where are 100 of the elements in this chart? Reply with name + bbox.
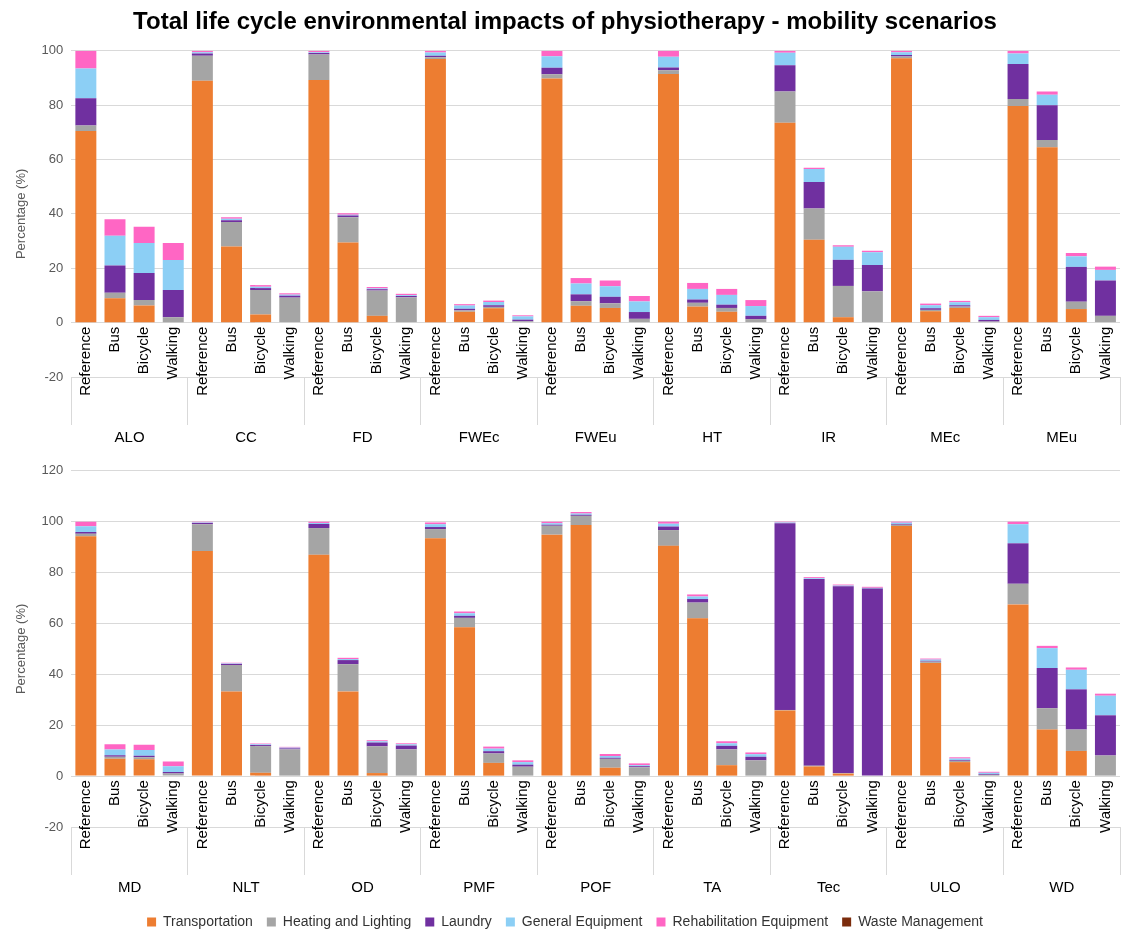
x-tick-label: Bicycle: [600, 780, 618, 828]
x-tick-label: Bicycle: [367, 780, 385, 828]
x-tick-label: Bus: [571, 780, 589, 806]
x-tick-label: Walking: [979, 326, 997, 380]
text: POF: [580, 878, 612, 896]
y-tick-label: 120: [41, 462, 64, 478]
x-tick-label: Walking: [279, 780, 297, 833]
x-tick-label: Walking: [512, 326, 530, 380]
x-tick-label: Reference: [192, 326, 210, 396]
x-tick-label: Walking: [862, 780, 880, 833]
y-tick-label: 80: [48, 564, 64, 580]
x-tick-label: Bus: [454, 326, 472, 353]
legend-label: Heating and Lighting: [282, 912, 412, 929]
y-tick-label: -20: [44, 818, 64, 834]
x-tick-label: Walking: [396, 326, 414, 380]
x-tick-label: Reference: [425, 326, 443, 396]
y-tick-label: 40: [48, 205, 64, 221]
x-tick-label: Bus: [920, 326, 938, 353]
text: FWEc: [458, 428, 501, 446]
x-tick-label: Reference: [192, 780, 210, 850]
y-axis-title: Percentage (%): [13, 603, 29, 695]
y-tick-label: 80: [48, 96, 64, 112]
x-tick-label: Walking: [629, 780, 647, 833]
x-tick-label: Bus: [687, 326, 705, 353]
text: HT: [702, 428, 723, 446]
x-tick-label: Bus: [804, 326, 822, 353]
x-tick-label: Bicycle: [600, 326, 618, 375]
x-tick-label: Bus: [1037, 780, 1055, 806]
x-tick-label: Reference: [658, 326, 676, 396]
y-tick-label: 60: [48, 151, 64, 167]
text: OD: [351, 878, 375, 896]
x-tick-label: Bicycle: [949, 326, 967, 375]
text: Tec: [817, 878, 841, 896]
text: PMF: [463, 878, 495, 896]
x-tick-label: Walking: [163, 780, 181, 833]
x-tick-label: Reference: [309, 326, 327, 396]
text: MEc: [930, 428, 961, 446]
text: NLT: [232, 878, 260, 896]
x-tick-label: Walking: [862, 326, 880, 380]
x-tick-label: Reference: [425, 780, 443, 850]
x-tick-label: Reference: [1008, 326, 1026, 396]
x-tick-label: Bicycle: [716, 780, 734, 828]
legend-label: Transportation: [163, 912, 253, 929]
y-tick-label: 40: [48, 665, 64, 681]
x-tick-label: Reference: [658, 780, 676, 850]
x-tick-label: Bus: [920, 780, 938, 806]
x-tick-label: Walking: [163, 326, 181, 380]
x-tick-label: Reference: [775, 780, 793, 850]
x-tick-label: Bicycle: [134, 326, 152, 375]
text: TA: [703, 878, 722, 896]
legend-label: General Equipment: [521, 912, 643, 929]
x-tick-label: Bicycle: [833, 326, 851, 375]
x-tick-label: Walking: [746, 780, 764, 833]
x-tick-label: Bicycle: [1066, 326, 1084, 375]
text: ALO: [114, 428, 145, 446]
legend-label: Waste Management: [858, 912, 984, 929]
text: WD: [1049, 878, 1075, 896]
x-tick-label: Walking: [629, 326, 647, 380]
x-tick-label: Bicycle: [134, 780, 152, 828]
x-tick-label: Bicycle: [250, 780, 268, 828]
x-tick-label: Reference: [309, 780, 327, 850]
y-axis-title: Percentage (%): [13, 168, 29, 260]
x-tick-label: Walking: [1095, 326, 1113, 380]
x-tick-label: Bus: [338, 780, 356, 806]
x-tick-label: Reference: [76, 326, 93, 396]
text: ULO: [929, 878, 961, 896]
y-tick-label: 100: [41, 513, 64, 529]
x-tick-label: Bus: [804, 780, 822, 806]
x-tick-label: Bus: [221, 326, 239, 353]
y-tick-label: 60: [48, 615, 64, 631]
x-tick-label: Bicycle: [833, 780, 851, 828]
text: MEu: [1046, 428, 1078, 446]
x-tick-label: Reference: [891, 326, 909, 396]
x-tick-label: Walking: [396, 780, 414, 833]
chart-title: Total life cycle environmental impacts of physiotherapy - mobility scenarios: [133, 7, 997, 35]
x-tick-label: Bus: [1037, 326, 1055, 353]
x-tick-label: Walking: [979, 780, 997, 833]
x-tick-label: Bicycle: [483, 780, 501, 828]
x-tick-label: Reference: [775, 326, 793, 396]
legend-label: Rehabilitation Equipment: [672, 912, 829, 929]
text: FD: [352, 428, 373, 446]
x-tick-label: Bicycle: [1066, 780, 1084, 828]
x-tick-label: Walking: [512, 780, 530, 833]
x-tick-label: Bus: [338, 326, 356, 353]
x-tick-label: Bus: [105, 326, 123, 353]
text: FWEu: [574, 428, 617, 446]
x-tick-label: Bicycle: [949, 780, 967, 828]
x-tick-label: Reference: [1008, 780, 1026, 850]
y-tick-label: 20: [48, 716, 64, 732]
x-tick-label: Bicycle: [250, 326, 268, 375]
x-tick-label: Reference: [542, 326, 560, 396]
x-tick-label: Bus: [687, 780, 705, 806]
y-tick-label: 0: [56, 767, 64, 783]
x-tick-label: Reference: [891, 780, 909, 850]
x-tick-label: Bicycle: [483, 326, 501, 375]
x-tick-label: Bus: [221, 780, 239, 806]
legend-label: Laundry: [441, 912, 492, 929]
x-tick-label: Bus: [454, 780, 472, 806]
x-tick-label: Walking: [279, 326, 297, 380]
y-tick-label: -20: [44, 368, 64, 384]
